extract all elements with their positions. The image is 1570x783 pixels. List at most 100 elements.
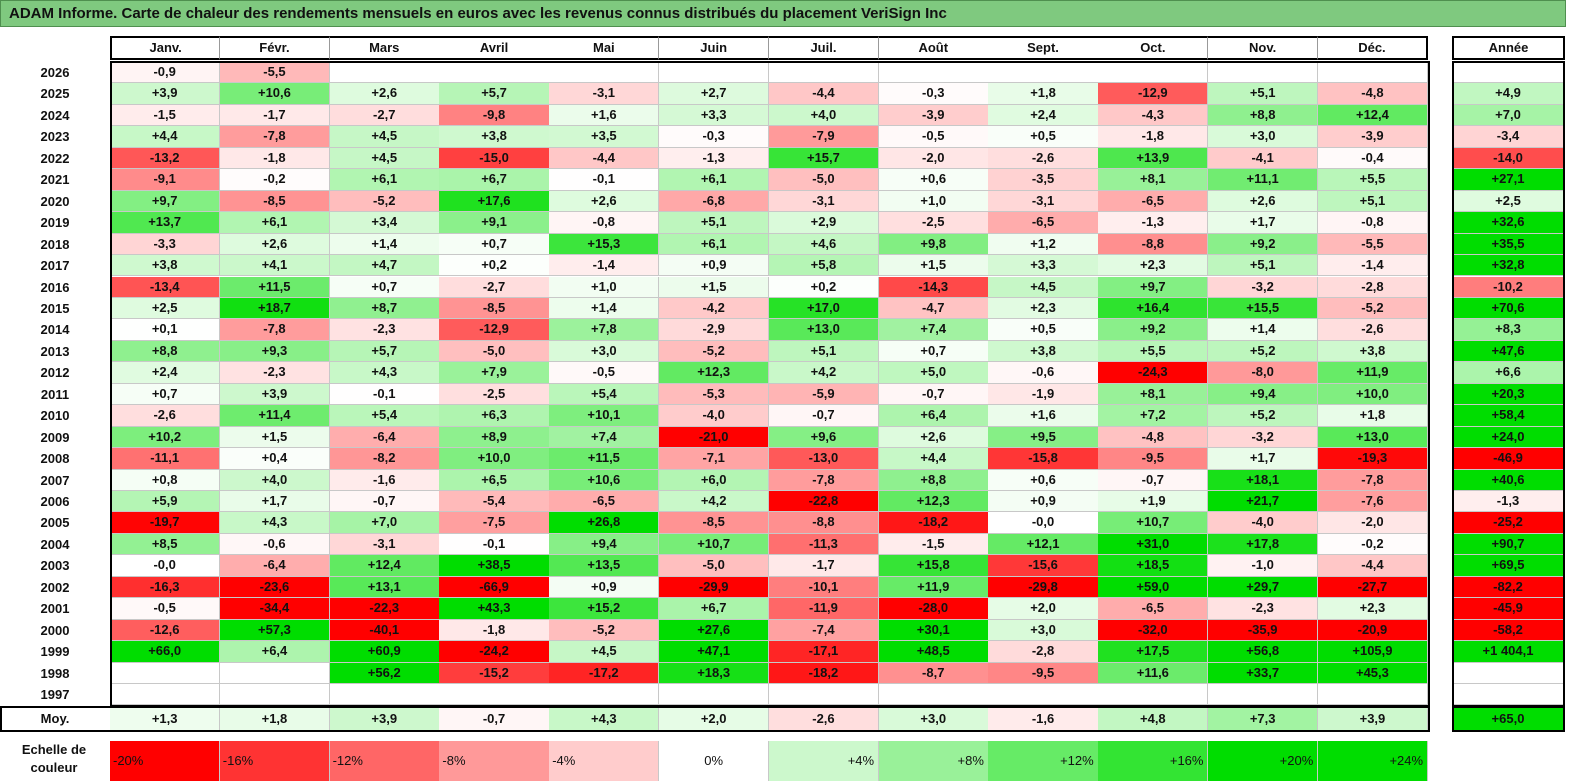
heatmap-cell: -11,9	[768, 598, 880, 620]
heatmap-cell: +5,4	[329, 405, 440, 427]
heatmap-cell: -5,2	[549, 619, 660, 642]
heatmap-cell: -22,3	[329, 598, 440, 620]
heatmap-cell: -35,9	[1208, 619, 1319, 642]
heatmap-cell: +9,3	[219, 340, 331, 363]
heatmap-cell: +15,8	[878, 555, 989, 577]
heatmap-cell: -0,5	[878, 126, 989, 148]
average-cell: +7,3	[1208, 707, 1319, 731]
heatmap-cell: -1,4	[1317, 255, 1429, 277]
heatmap-cell: +5,0	[878, 362, 989, 384]
heatmap-cell: +4,5	[329, 147, 440, 170]
heatmap-cell: +3,9	[110, 83, 221, 105]
average-cell: -1,6	[988, 707, 1099, 731]
annual-cell	[1452, 684, 1565, 706]
heatmap-cell: -0,8	[1317, 212, 1429, 234]
month-header-avril: Avril	[439, 36, 550, 60]
year-header: Année	[1452, 36, 1565, 60]
heatmap-cell: +1,0	[549, 276, 660, 298]
heatmap-cell: -2,3	[1208, 598, 1319, 620]
heatmap-cell: +21,7	[1208, 491, 1319, 513]
heatmap-cell: +10,1	[549, 405, 660, 427]
heatmap-cell: +9,4	[549, 533, 660, 556]
heatmap-cell: +2,9	[768, 212, 880, 234]
heatmap-cell: -8,5	[659, 512, 770, 534]
heatmap-cell: +38,5	[439, 555, 550, 577]
average-cell: +2,0	[659, 707, 770, 731]
heatmap-cell: +10,6	[549, 469, 660, 491]
heatmap-cell	[439, 684, 550, 706]
heatmap-cell: -3,1	[768, 190, 880, 213]
average-cell: +1,8	[219, 707, 331, 731]
heatmap-cell: +2,5	[110, 297, 221, 320]
heatmap-cell: -2,6	[988, 147, 1099, 170]
scale-step: +4%	[768, 741, 880, 781]
year-label: 2005	[0, 512, 110, 534]
heatmap-cell: +11,5	[219, 276, 331, 298]
heatmap-cell: +4,0	[219, 469, 331, 491]
month-header-mars: Mars	[329, 36, 440, 60]
heatmap-cell: +29,7	[1208, 576, 1319, 599]
heatmap-cell: -21,0	[659, 426, 770, 449]
heatmap-cell: +6,4	[878, 405, 989, 427]
heatmap-cell: +13,5	[549, 555, 660, 577]
heatmap-cell: +60,9	[329, 641, 440, 663]
annual-cell: +40,6	[1452, 469, 1565, 491]
heatmap-cell: -0,7	[329, 491, 440, 513]
heatmap-cell: +7,9	[439, 362, 550, 384]
heatmap-cell: -14,3	[878, 276, 989, 298]
year-label: 1999	[0, 641, 110, 663]
heatmap-cell: -19,3	[1317, 448, 1429, 470]
heatmap-cell: +4,7	[329, 255, 440, 277]
heatmap-cell	[219, 684, 331, 706]
heatmap-cell: +15,7	[768, 147, 880, 170]
report-title: ADAM Informe. Carte de chaleur des rende…	[0, 0, 1566, 27]
heatmap-cell: -2,8	[988, 641, 1099, 663]
heatmap-cell: -8,8	[1098, 233, 1209, 256]
heatmap-cell: +1,5	[659, 276, 770, 298]
heatmap-cell: +33,7	[1208, 662, 1319, 685]
heatmap-cell: +1,2	[988, 233, 1099, 256]
heatmap-cell: -4,4	[549, 147, 660, 170]
heatmap-cell: -6,4	[329, 426, 440, 449]
heatmap-cell: -6,5	[1098, 190, 1209, 213]
year-label: 2017	[0, 255, 110, 277]
heatmap-cell: -2,3	[329, 319, 440, 341]
heatmap-cell: +11,6	[1098, 662, 1209, 685]
heatmap-cell: +10,0	[1317, 383, 1429, 406]
annual-cell: +2,5	[1452, 190, 1565, 213]
heatmap-cell: -1,8	[219, 147, 331, 170]
average-cell: +4,3	[549, 707, 660, 731]
heatmap-cell: +26,8	[549, 512, 660, 534]
heatmap-cell: -9,8	[439, 104, 550, 127]
heatmap-cell: +45,3	[1317, 662, 1429, 685]
heatmap-cell: +2,6	[878, 426, 989, 449]
heatmap-cell: -2,9	[659, 319, 770, 341]
heatmap-cell: -4,3	[1098, 104, 1209, 127]
heatmap-cell: +4,3	[329, 362, 440, 384]
annual-cell: +69,5	[1452, 555, 1565, 577]
heatmap-cell: -18,2	[768, 662, 880, 685]
average-annual-cell: +65,0	[1452, 707, 1565, 731]
scale-step: -16%	[219, 741, 331, 781]
heatmap-cell: -22,8	[768, 491, 880, 513]
heatmap-cell: +2,3	[1317, 598, 1429, 620]
annual-cell: +20,3	[1452, 383, 1565, 406]
heatmap-cell: +6,7	[439, 169, 550, 191]
heatmap-cell: +7,8	[549, 319, 660, 341]
heatmap-cell: -8,8	[768, 512, 880, 534]
heatmap-cell	[878, 62, 989, 84]
year-label: 1997	[0, 684, 110, 706]
heatmap-cell: +27,6	[659, 619, 770, 642]
heatmap-cell: +1,4	[329, 233, 440, 256]
heatmap-cell: +56,8	[1208, 641, 1319, 663]
heatmap-cell: +15,2	[549, 598, 660, 620]
year-label: 2012	[0, 362, 110, 384]
heatmap-cell	[1098, 684, 1209, 706]
heatmap-cell: -7,4	[768, 619, 880, 642]
scale-step: +8%	[878, 741, 989, 781]
heatmap-cell: +1,5	[878, 255, 989, 277]
year-label: 2024	[0, 104, 110, 127]
heatmap-cell: +8,8	[1208, 104, 1319, 127]
heatmap-cell: -1,8	[1098, 126, 1209, 148]
heatmap-cell: -1,5	[878, 533, 989, 556]
